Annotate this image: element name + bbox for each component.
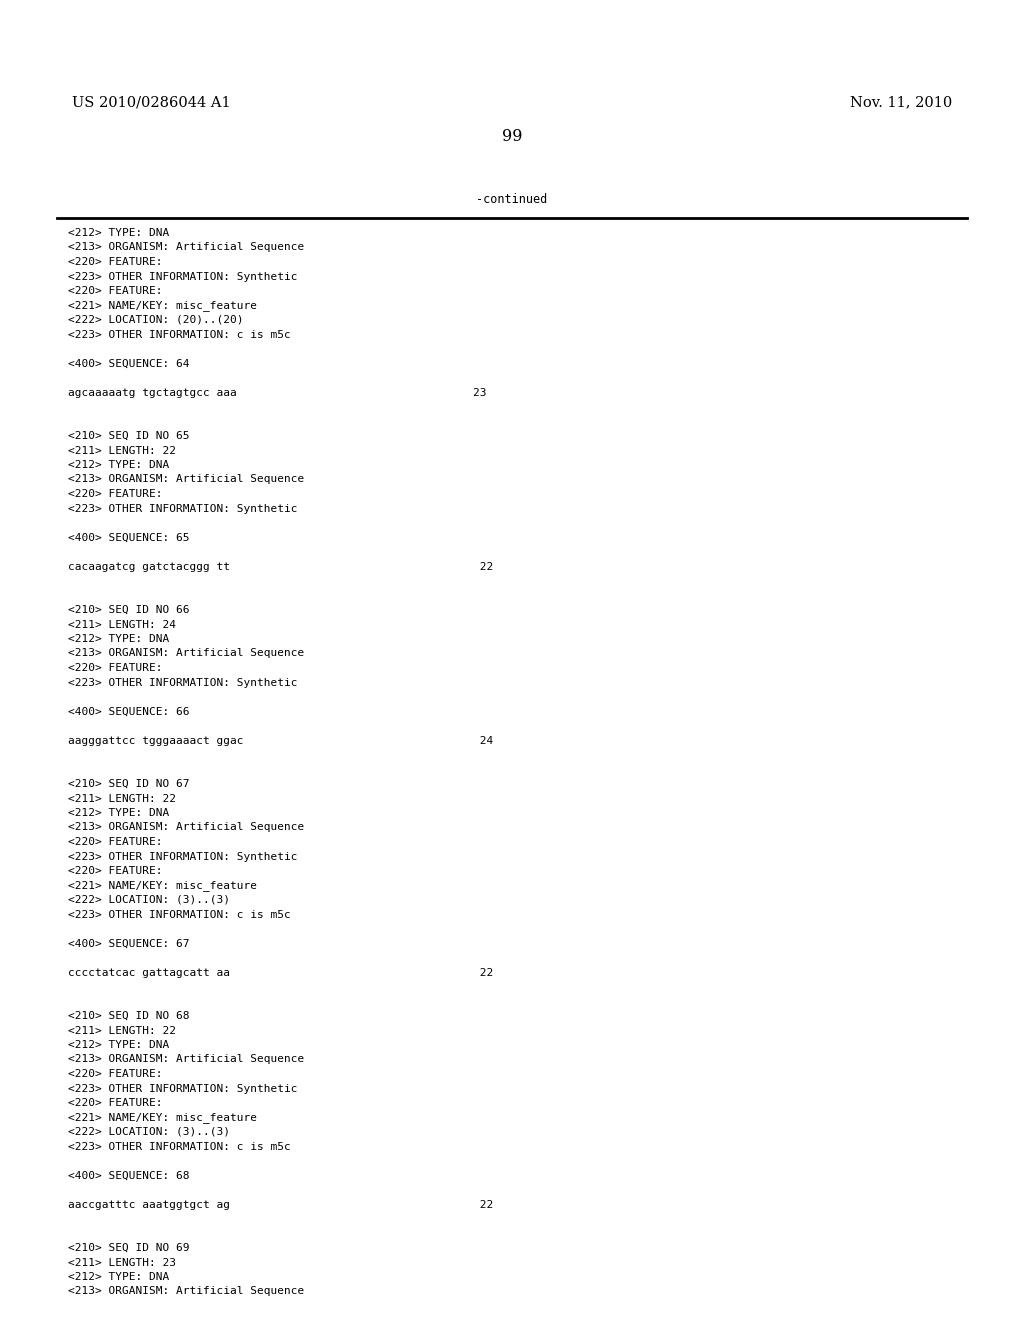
Text: <222> LOCATION: (3)..(3): <222> LOCATION: (3)..(3) bbox=[68, 895, 230, 906]
Text: <213> ORGANISM: Artificial Sequence: <213> ORGANISM: Artificial Sequence bbox=[68, 648, 304, 659]
Text: <223> OTHER INFORMATION: Synthetic: <223> OTHER INFORMATION: Synthetic bbox=[68, 272, 298, 281]
Text: <220> FEATURE:: <220> FEATURE: bbox=[68, 663, 163, 673]
Text: <223> OTHER INFORMATION: Synthetic: <223> OTHER INFORMATION: Synthetic bbox=[68, 677, 298, 688]
Text: <212> TYPE: DNA: <212> TYPE: DNA bbox=[68, 1040, 169, 1049]
Text: <211> LENGTH: 24: <211> LENGTH: 24 bbox=[68, 619, 176, 630]
Text: <400> SEQUENCE: 64: <400> SEQUENCE: 64 bbox=[68, 359, 189, 368]
Text: <210> SEQ ID NO 68: <210> SEQ ID NO 68 bbox=[68, 1011, 189, 1020]
Text: <212> TYPE: DNA: <212> TYPE: DNA bbox=[68, 808, 169, 818]
Text: <223> OTHER INFORMATION: Synthetic: <223> OTHER INFORMATION: Synthetic bbox=[68, 851, 298, 862]
Text: <223> OTHER INFORMATION: c is m5c: <223> OTHER INFORMATION: c is m5c bbox=[68, 909, 291, 920]
Text: <220> FEATURE:: <220> FEATURE: bbox=[68, 488, 163, 499]
Text: <220> FEATURE:: <220> FEATURE: bbox=[68, 1069, 163, 1078]
Text: cacaagatcg gatctacggg tt                                     22: cacaagatcg gatctacggg tt 22 bbox=[68, 561, 494, 572]
Text: <223> OTHER INFORMATION: Synthetic: <223> OTHER INFORMATION: Synthetic bbox=[68, 503, 298, 513]
Text: <213> ORGANISM: Artificial Sequence: <213> ORGANISM: Artificial Sequence bbox=[68, 1287, 304, 1296]
Text: <220> FEATURE:: <220> FEATURE: bbox=[68, 1098, 163, 1107]
Text: <220> FEATURE:: <220> FEATURE: bbox=[68, 257, 163, 267]
Text: <223> OTHER INFORMATION: Synthetic: <223> OTHER INFORMATION: Synthetic bbox=[68, 1084, 298, 1093]
Text: <221> NAME/KEY: misc_feature: <221> NAME/KEY: misc_feature bbox=[68, 880, 257, 891]
Text: <400> SEQUENCE: 65: <400> SEQUENCE: 65 bbox=[68, 532, 189, 543]
Text: <221> NAME/KEY: misc_feature: <221> NAME/KEY: misc_feature bbox=[68, 301, 257, 312]
Text: <213> ORGANISM: Artificial Sequence: <213> ORGANISM: Artificial Sequence bbox=[68, 822, 304, 833]
Text: <210> SEQ ID NO 65: <210> SEQ ID NO 65 bbox=[68, 432, 189, 441]
Text: <210> SEQ ID NO 66: <210> SEQ ID NO 66 bbox=[68, 605, 189, 615]
Text: <212> TYPE: DNA: <212> TYPE: DNA bbox=[68, 1272, 169, 1282]
Text: agcaaaaatg tgctagtgcc aaa                                   23: agcaaaaatg tgctagtgcc aaa 23 bbox=[68, 388, 486, 397]
Text: <213> ORGANISM: Artificial Sequence: <213> ORGANISM: Artificial Sequence bbox=[68, 243, 304, 252]
Text: 99: 99 bbox=[502, 128, 522, 145]
Text: -continued: -continued bbox=[476, 193, 548, 206]
Text: <210> SEQ ID NO 67: <210> SEQ ID NO 67 bbox=[68, 779, 189, 789]
Text: aaccgatttc aaatggtgct ag                                     22: aaccgatttc aaatggtgct ag 22 bbox=[68, 1200, 494, 1209]
Text: <400> SEQUENCE: 67: <400> SEQUENCE: 67 bbox=[68, 939, 189, 949]
Text: <223> OTHER INFORMATION: c is m5c: <223> OTHER INFORMATION: c is m5c bbox=[68, 1142, 291, 1151]
Text: <220> FEATURE:: <220> FEATURE: bbox=[68, 866, 163, 876]
Text: <210> SEQ ID NO 69: <210> SEQ ID NO 69 bbox=[68, 1243, 189, 1253]
Text: <212> TYPE: DNA: <212> TYPE: DNA bbox=[68, 634, 169, 644]
Text: <220> FEATURE:: <220> FEATURE: bbox=[68, 286, 163, 296]
Text: <222> LOCATION: (20)..(20): <222> LOCATION: (20)..(20) bbox=[68, 315, 244, 325]
Text: <221> NAME/KEY: misc_feature: <221> NAME/KEY: misc_feature bbox=[68, 1113, 257, 1123]
Text: <223> OTHER INFORMATION: c is m5c: <223> OTHER INFORMATION: c is m5c bbox=[68, 330, 291, 339]
Text: <212> TYPE: DNA: <212> TYPE: DNA bbox=[68, 228, 169, 238]
Text: <213> ORGANISM: Artificial Sequence: <213> ORGANISM: Artificial Sequence bbox=[68, 474, 304, 484]
Text: <211> LENGTH: 22: <211> LENGTH: 22 bbox=[68, 446, 176, 455]
Text: aagggattcc tgggaaaact ggac                                   24: aagggattcc tgggaaaact ggac 24 bbox=[68, 735, 494, 746]
Text: <212> TYPE: DNA: <212> TYPE: DNA bbox=[68, 459, 169, 470]
Text: <400> SEQUENCE: 66: <400> SEQUENCE: 66 bbox=[68, 706, 189, 717]
Text: <211> LENGTH: 22: <211> LENGTH: 22 bbox=[68, 793, 176, 804]
Text: <400> SEQUENCE: 68: <400> SEQUENCE: 68 bbox=[68, 1171, 189, 1180]
Text: <211> LENGTH: 22: <211> LENGTH: 22 bbox=[68, 1026, 176, 1035]
Text: <211> LENGTH: 23: <211> LENGTH: 23 bbox=[68, 1258, 176, 1267]
Text: Nov. 11, 2010: Nov. 11, 2010 bbox=[850, 95, 952, 110]
Text: <220> FEATURE:: <220> FEATURE: bbox=[68, 837, 163, 847]
Text: cccctatcac gattagcatt aa                                     22: cccctatcac gattagcatt aa 22 bbox=[68, 968, 494, 978]
Text: US 2010/0286044 A1: US 2010/0286044 A1 bbox=[72, 95, 230, 110]
Text: <222> LOCATION: (3)..(3): <222> LOCATION: (3)..(3) bbox=[68, 1127, 230, 1137]
Text: <213> ORGANISM: Artificial Sequence: <213> ORGANISM: Artificial Sequence bbox=[68, 1055, 304, 1064]
